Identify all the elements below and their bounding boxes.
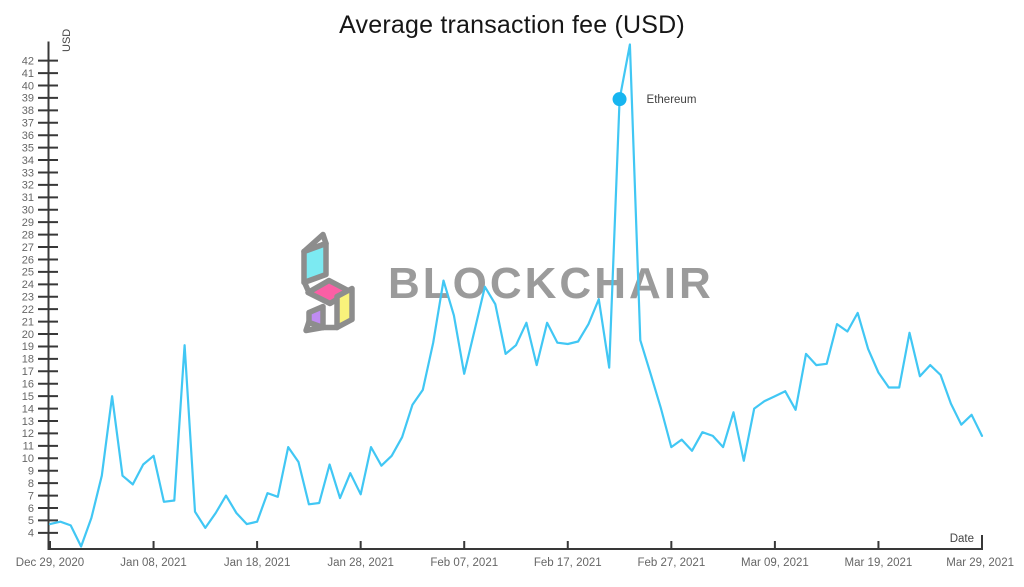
y-tick-label: 8 <box>28 478 34 490</box>
y-tick-label: 21 <box>22 316 34 328</box>
y-tick-label: 22 <box>22 304 34 316</box>
y-tick-label: 32 <box>22 180 34 192</box>
y-tick-label: 14 <box>22 403 34 415</box>
x-tick-label: Mar 09, 2021 <box>741 557 809 569</box>
y-tick-label: 27 <box>22 242 34 254</box>
y-tick-label: 33 <box>22 167 34 179</box>
y-tick-label: 18 <box>22 354 34 366</box>
x-tick-label: Dec 29, 2020 <box>16 557 84 569</box>
y-tick-label: 20 <box>22 329 34 341</box>
highlight-marker[interactable] <box>612 92 627 107</box>
x-tick-label: Mar 29, 2021 <box>946 557 1014 569</box>
y-tick-label: 23 <box>22 292 34 304</box>
x-tick-label: Jan 28, 2021 <box>327 557 394 569</box>
blockchair-wordmark: BLOCKCHAIR <box>388 259 714 308</box>
page-title: Average transaction fee (USD) <box>339 11 685 39</box>
y-tick-label: 10 <box>22 453 34 465</box>
y-tick-label: 29 <box>22 217 34 229</box>
y-tick-label: 36 <box>22 130 34 142</box>
x-tick-label: Mar 19, 2021 <box>845 557 913 569</box>
y-tick-label: 39 <box>22 93 34 105</box>
y-tick-label: 15 <box>22 391 34 403</box>
x-tick-label: Feb 07, 2021 <box>430 557 498 569</box>
y-tick-label: 6 <box>28 503 34 515</box>
y-tick-label: 30 <box>22 205 34 217</box>
y-tick-label: 17 <box>22 366 34 378</box>
x-axis-title: Date <box>950 533 974 545</box>
y-tick-label: 26 <box>22 254 34 266</box>
x-tick-label: Jan 08, 2021 <box>120 557 187 569</box>
y-axis-title: USD <box>61 29 73 52</box>
y-tick-label: 16 <box>22 379 34 391</box>
y-tick-label: 40 <box>22 80 34 92</box>
y-tick-label: 9 <box>28 466 34 478</box>
x-tick-label: Feb 17, 2021 <box>534 557 602 569</box>
y-tick-label: 31 <box>22 192 34 204</box>
y-tick-label: 25 <box>22 267 34 279</box>
y-tick-label: 41 <box>22 68 34 80</box>
y-tick-label: 28 <box>22 229 34 241</box>
y-tick-label: 13 <box>22 416 34 428</box>
y-tick-label: 19 <box>22 341 34 353</box>
blockchair-logo-icon <box>301 231 355 334</box>
y-tick-label: 12 <box>22 428 34 440</box>
x-tick-label: Feb 27, 2021 <box>637 557 705 569</box>
y-tick-label: 42 <box>22 55 34 67</box>
y-tick-label: 5 <box>28 515 34 527</box>
blockchair-watermark: BLOCKCHAIR <box>290 229 750 345</box>
y-tick-label: 24 <box>22 279 34 291</box>
y-tick-label: 11 <box>23 441 34 453</box>
highlight-label: Ethereum <box>647 94 697 106</box>
x-tick-label: Jan 18, 2021 <box>224 557 291 569</box>
y-tick-label: 37 <box>22 118 34 130</box>
y-tick-label: 4 <box>28 528 34 540</box>
fee-line[interactable] <box>48 43 984 548</box>
y-tick-label: 34 <box>22 155 34 167</box>
y-tick-label: 38 <box>22 105 34 117</box>
y-tick-label: 35 <box>22 142 34 154</box>
y-tick-label: 7 <box>28 490 34 502</box>
